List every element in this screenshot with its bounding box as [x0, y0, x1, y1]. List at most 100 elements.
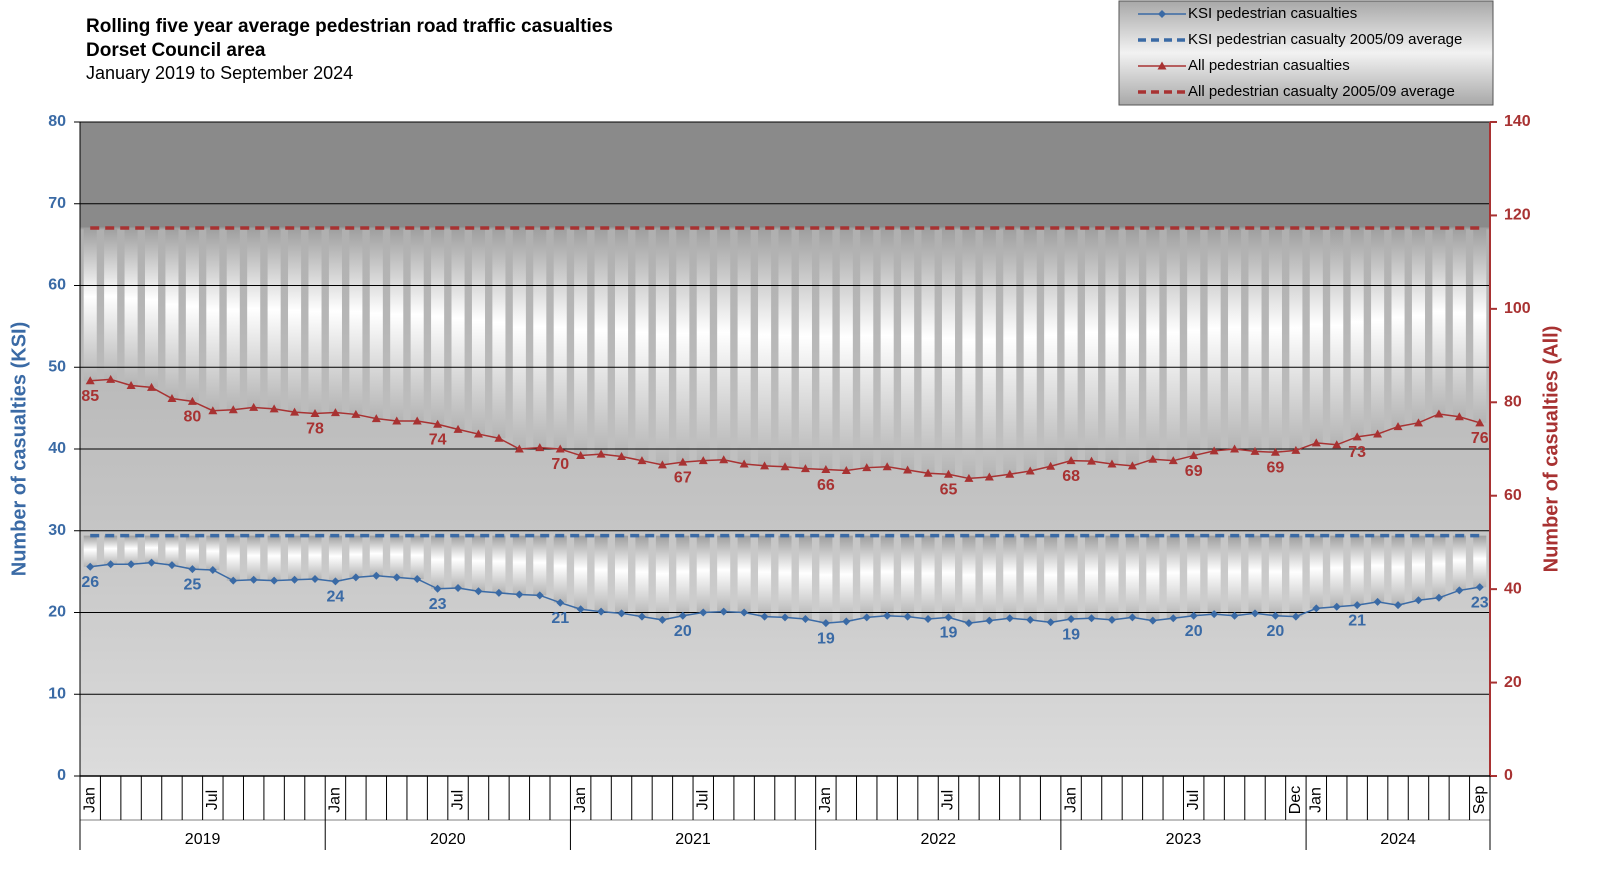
difference-bar	[614, 228, 629, 457]
point	[473, 429, 483, 438]
chart-subtitle: Dorset Council area	[86, 40, 266, 61]
point	[924, 615, 933, 624]
point	[555, 444, 565, 453]
point	[1210, 610, 1219, 619]
point	[1414, 596, 1423, 605]
data-label: 20	[1185, 623, 1203, 640]
point	[85, 376, 95, 385]
point	[310, 408, 320, 417]
point	[1251, 609, 1259, 618]
x-tick-label: Sep	[1471, 786, 1488, 815]
data-label: 65	[940, 481, 958, 498]
data-label: 26	[81, 574, 99, 591]
data-label: 19	[940, 625, 958, 642]
difference-bar	[83, 535, 97, 567]
difference-bar	[1452, 228, 1466, 417]
point	[821, 465, 831, 474]
y-tick-label: 10	[48, 685, 66, 702]
difference-bar	[798, 535, 812, 620]
data-label: 25	[183, 576, 201, 593]
point	[392, 573, 401, 582]
y2-axis-label: Number of casualties (All)	[1540, 326, 1562, 573]
point	[269, 404, 279, 413]
difference-bar	[288, 535, 302, 580]
difference-bar	[1207, 535, 1221, 615]
point	[883, 611, 892, 620]
difference-bar	[226, 228, 240, 410]
data-label: 20	[674, 623, 692, 640]
data-label: 66	[817, 477, 835, 494]
difference-bar	[717, 535, 731, 612]
difference-bar	[819, 535, 833, 624]
point	[311, 574, 319, 583]
point	[678, 611, 687, 620]
data-label: 73	[1348, 444, 1366, 461]
y-axis-label: Number of casualties (KSI)	[8, 322, 30, 577]
point	[188, 565, 197, 574]
point	[1291, 445, 1301, 454]
legend-label: KSI pedestrian casualties	[1188, 5, 1357, 22]
difference-bar	[431, 535, 445, 589]
difference-bar	[349, 535, 363, 578]
difference-bar	[1125, 228, 1139, 466]
difference-bar	[1248, 228, 1262, 452]
point	[371, 414, 381, 423]
point	[1230, 611, 1239, 620]
difference-bar	[1452, 535, 1466, 591]
difference-bar	[778, 228, 792, 467]
difference-bar	[635, 228, 649, 461]
difference-bar	[921, 228, 935, 474]
legend-label: All pedestrian casualties	[1188, 57, 1350, 74]
difference-bar	[880, 535, 894, 616]
difference-bar	[1023, 228, 1037, 471]
point	[535, 443, 545, 452]
point	[760, 461, 770, 470]
difference-bar	[431, 228, 445, 425]
point	[208, 565, 217, 574]
point	[1332, 602, 1341, 611]
difference-bar	[1228, 228, 1242, 449]
data-label: 76	[1471, 430, 1489, 447]
point	[1394, 601, 1403, 610]
point	[392, 416, 402, 425]
point	[330, 408, 340, 417]
point	[331, 577, 340, 586]
difference-bar	[982, 228, 996, 478]
point	[1128, 613, 1137, 622]
difference-bar	[614, 535, 629, 614]
y2-tick-label: 20	[1504, 674, 1522, 691]
point	[862, 463, 872, 472]
difference-bar	[308, 228, 322, 414]
point	[1230, 444, 1240, 453]
difference-bar	[860, 535, 874, 618]
x-tick-label: Jul	[1185, 790, 1202, 810]
difference-bar	[1023, 535, 1037, 620]
difference-bar	[369, 535, 383, 576]
point	[1157, 61, 1167, 70]
x-tick-label: Jul	[940, 790, 957, 810]
y-tick-label: 60	[48, 277, 66, 294]
point	[1250, 446, 1260, 455]
difference-bar	[410, 535, 424, 579]
difference-bar	[247, 228, 261, 408]
point	[964, 473, 974, 482]
difference-bar	[594, 535, 608, 612]
difference-bar	[696, 535, 710, 613]
data-label: 23	[1471, 594, 1489, 611]
difference-bar	[1003, 228, 1017, 475]
year-label: 2019	[185, 831, 221, 848]
difference-bar	[533, 535, 547, 596]
difference-bar	[492, 228, 506, 439]
difference-bar	[839, 228, 853, 471]
difference-bar	[1064, 535, 1078, 620]
difference-bar	[758, 535, 772, 617]
point	[1005, 614, 1014, 623]
difference-bar	[553, 228, 567, 449]
difference-bar	[1268, 535, 1282, 616]
difference-bar	[1330, 228, 1344, 445]
legend-label: KSI pedestrian casualty 2005/09 average	[1188, 31, 1462, 48]
x-tick-label: Jan	[81, 787, 98, 813]
data-label: 78	[306, 421, 324, 438]
point	[1148, 616, 1157, 625]
point	[1005, 469, 1015, 478]
